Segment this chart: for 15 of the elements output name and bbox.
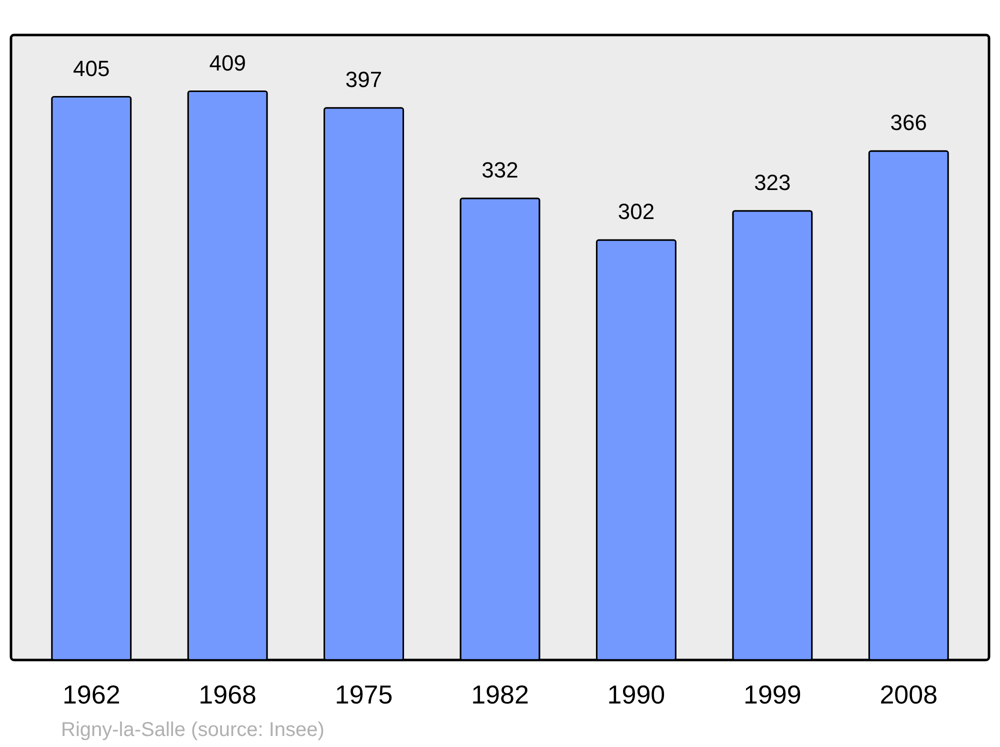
x-tick-label: 1982: [471, 680, 529, 710]
x-tick-label: 1999: [744, 680, 802, 710]
data-label: 409: [209, 50, 246, 76]
x-tick-label: 1990: [607, 680, 666, 710]
data-label: 366: [890, 110, 927, 136]
text: Rigny-la-Salle (source: Insee): [61, 719, 324, 741]
data-label: 323: [754, 170, 791, 195]
data-label: 397: [345, 66, 382, 92]
data-label: 302: [618, 199, 655, 224]
x-tick-label: 2008: [880, 680, 938, 710]
data-label: 405: [73, 56, 110, 81]
x-tick-label: 1975: [334, 680, 393, 710]
data-label: 332: [482, 157, 518, 182]
x-tick-label: 1968: [198, 680, 256, 710]
x-tick-label: 1962: [62, 680, 120, 710]
